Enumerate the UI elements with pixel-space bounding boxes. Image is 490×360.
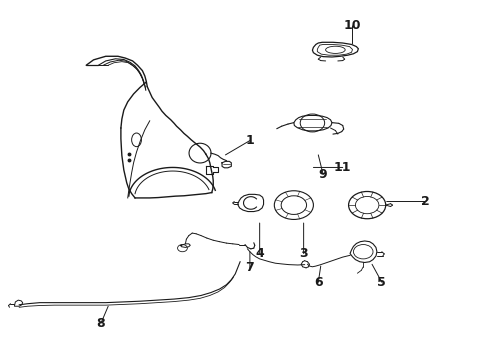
Text: 8: 8 (97, 317, 105, 330)
Text: 5: 5 (377, 276, 386, 289)
Text: 3: 3 (299, 247, 308, 260)
Text: 11: 11 (334, 161, 351, 174)
Text: 7: 7 (245, 261, 254, 274)
Text: 6: 6 (314, 276, 322, 289)
Text: 9: 9 (319, 168, 327, 181)
Text: 2: 2 (421, 195, 430, 208)
Text: 4: 4 (255, 247, 264, 260)
Text: 10: 10 (344, 19, 361, 32)
Text: 1: 1 (245, 134, 254, 147)
